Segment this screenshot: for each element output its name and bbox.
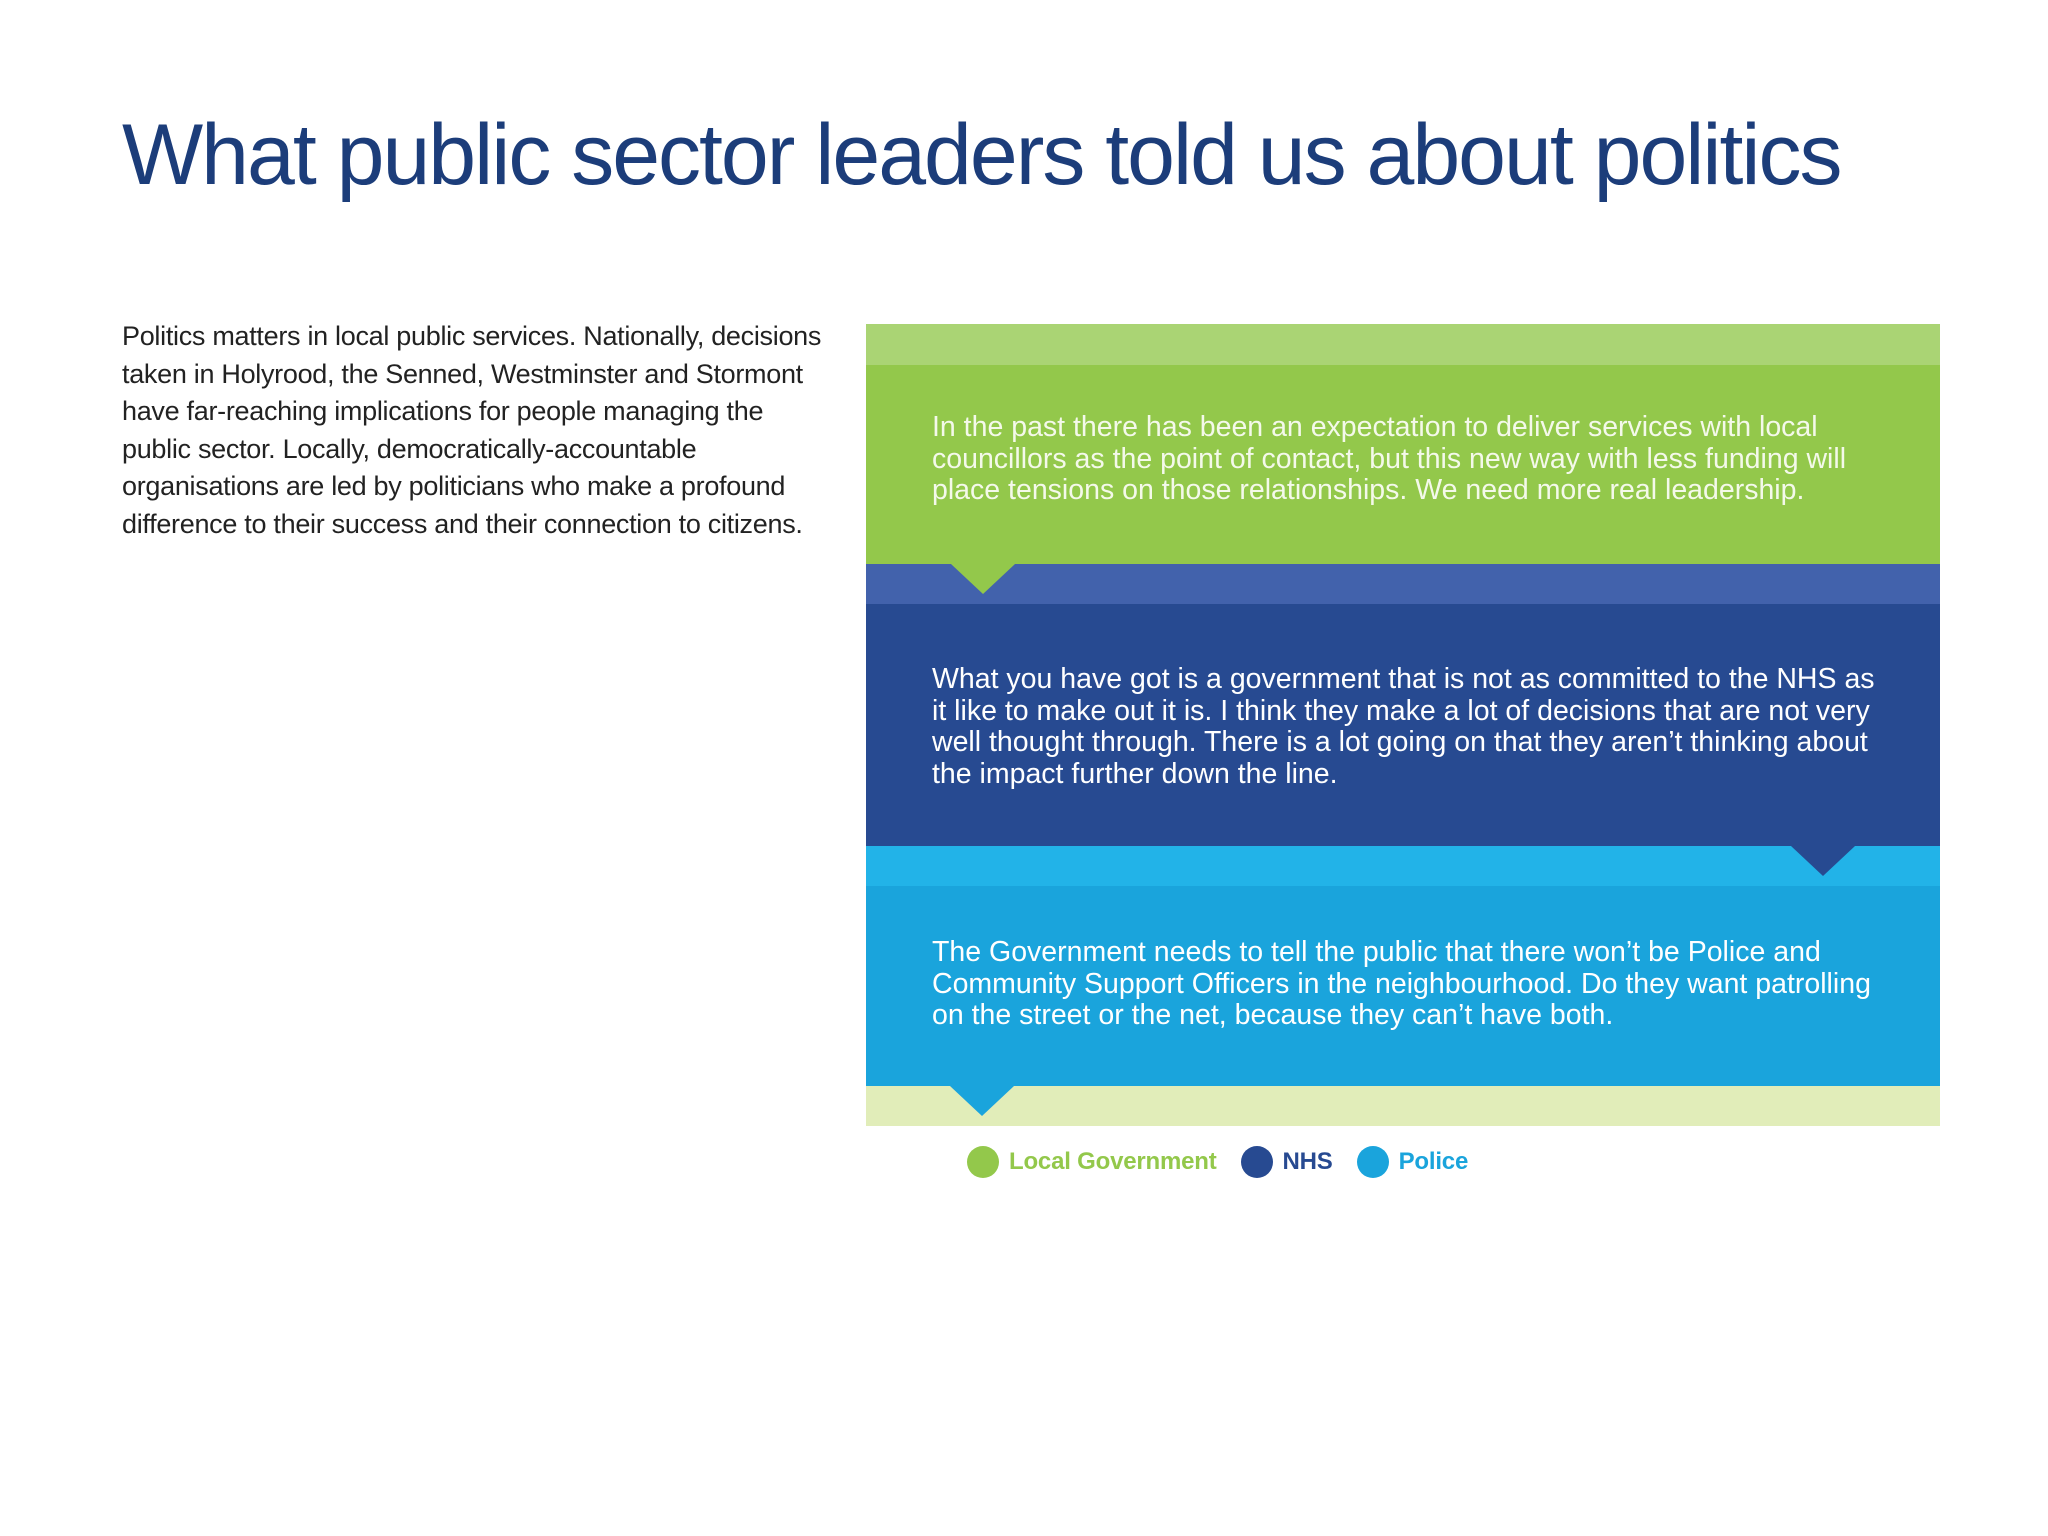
quote-panel: In the past there has been an expectatio… — [866, 324, 1940, 1126]
police-dot-icon — [1356, 1146, 1389, 1178]
local-government-dot-icon — [967, 1146, 999, 1178]
legend-item-local-government: Local Government — [967, 1146, 1217, 1178]
nhs-band — [866, 564, 1940, 604]
nhs-quote: What you have got is a government that i… — [932, 663, 1875, 790]
bottom-band — [866, 1086, 1940, 1126]
legend-label: Police — [1398, 1148, 1469, 1175]
police-quote: The Government needs to tell the public … — [932, 936, 1871, 1031]
legend-item-nhs: NHS — [1240, 1146, 1333, 1178]
intro-paragraph: Politics matters in local public service… — [122, 321, 822, 539]
nhs-quote-block: What you have got is a government that i… — [866, 604, 1940, 846]
legend: Local Government NHS Police — [967, 1142, 1492, 1182]
local-government-quote: In the past there has been an expectatio… — [932, 411, 1847, 506]
nhs-dot-icon — [1240, 1146, 1273, 1178]
police-quote-pointer — [950, 1086, 1014, 1116]
legend-label: NHS — [1282, 1148, 1333, 1175]
page-title: What public sector leaders told us about… — [122, 107, 1842, 203]
local-government-quote-pointer — [951, 564, 1015, 594]
local-government-quote-block: In the past there has been an expectatio… — [866, 365, 1940, 564]
police-band — [866, 846, 1940, 886]
police-quote-block: The Government needs to tell the public … — [866, 886, 1940, 1086]
local-government-band — [866, 324, 1940, 365]
legend-item-police: Police — [1356, 1146, 1469, 1178]
legend-label: Local Government — [1009, 1148, 1217, 1175]
nhs-quote-pointer — [1791, 846, 1855, 876]
